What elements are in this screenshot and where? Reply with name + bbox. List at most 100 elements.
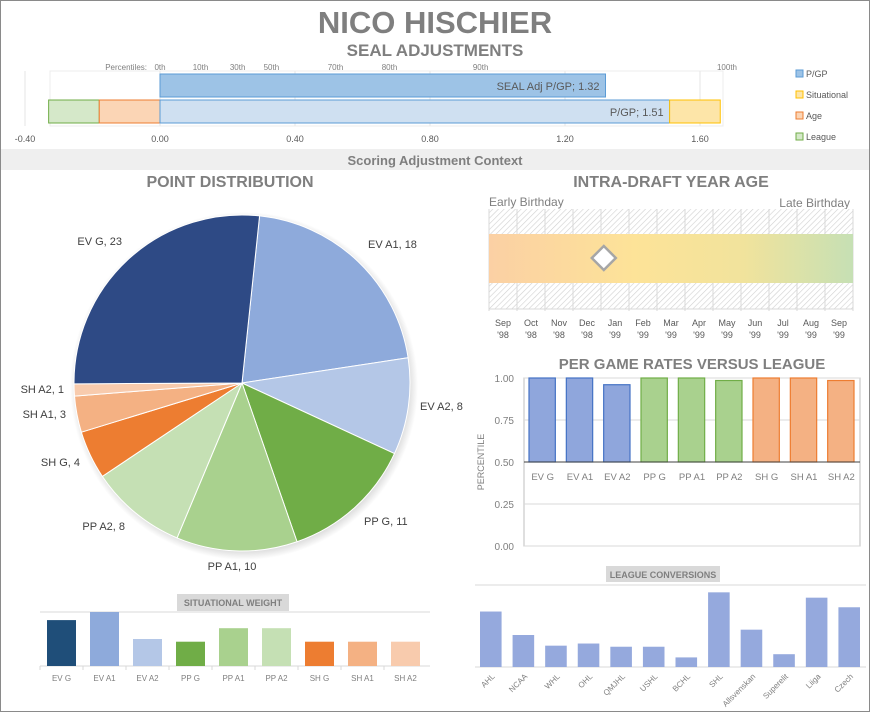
legend-swatch xyxy=(795,90,804,99)
early-birthday-label: Early Birthday xyxy=(489,195,564,209)
percentile-bar xyxy=(603,384,631,463)
pie-data-label: EV A2, 8 xyxy=(420,401,463,413)
pie-data-label: EV G, 23 xyxy=(77,236,122,248)
x-tick-label: PP G xyxy=(643,472,666,483)
situational-weight-bar xyxy=(219,628,248,666)
month-label: Apr xyxy=(692,318,706,328)
percentile-label: 100th xyxy=(717,63,737,72)
percentile-label: 50th xyxy=(264,63,280,72)
x-tick-label: 1.60 xyxy=(691,134,709,144)
league-conversion-bar xyxy=(545,645,567,667)
percentile-bar xyxy=(677,377,706,463)
league-conversion-bar xyxy=(610,646,632,667)
month-label: Aug xyxy=(803,318,819,328)
situational-weight-chart: SITUATIONAL WEIGHT EV G EV A1 EV A2 PP G PP A… xyxy=(39,594,430,683)
legend-swatch xyxy=(795,69,804,78)
year-label: '99 xyxy=(805,330,817,340)
pie-data-label: PP A2, 8 xyxy=(82,521,125,533)
x-tick-label: 0.80 xyxy=(421,134,439,144)
month-label: Sep xyxy=(495,318,511,328)
y-tick-label: 0.50 xyxy=(495,458,515,469)
month-label: Mar xyxy=(663,318,679,328)
seal-adjustments-chart: Percentiles: 0th 10th 30th 50th 70th 80th 90th 1… xyxy=(15,63,848,144)
y-axis-title: PERCENTILE xyxy=(476,434,486,491)
x-tick-label: WHL xyxy=(543,672,562,691)
x-tick-label: Superelit xyxy=(761,672,790,701)
league-conversions-title-box xyxy=(606,566,720,582)
pie-slice-pp-a1 xyxy=(176,381,298,552)
legend-label: P/GP xyxy=(806,69,828,79)
percentile-bar xyxy=(715,379,743,463)
month-label: Nov xyxy=(551,318,568,328)
year-label: '99 xyxy=(721,330,733,340)
month-label: May xyxy=(718,318,736,328)
percentile-bar xyxy=(789,377,818,463)
league-conversion-bar xyxy=(675,657,698,667)
x-tick-label: 0.40 xyxy=(286,134,304,144)
year-label: '99 xyxy=(777,330,789,340)
situational-weight-bar xyxy=(90,612,119,666)
pie-slice-ev-a2 xyxy=(240,357,411,455)
league-conversion-bar xyxy=(577,643,600,667)
x-tick-label: PP A1 xyxy=(222,674,245,683)
pie-data-label: PP A1, 10 xyxy=(208,561,257,573)
pie-data-label: SH A2, 1 xyxy=(21,384,64,396)
x-tick-label: NCAA xyxy=(507,672,530,695)
x-tick-label: PP A1 xyxy=(679,472,705,483)
x-tick-label: EV A1 xyxy=(567,472,593,483)
x-tick-label: Allsvenskan xyxy=(721,672,758,709)
x-tick-label: EV A2 xyxy=(136,674,159,683)
context-banner-text: Scoring Adjustment Context xyxy=(347,153,523,168)
late-birthday-label: Late Birthday xyxy=(779,196,850,210)
month-label: Feb xyxy=(635,318,651,328)
league-conversion-bar xyxy=(805,597,828,667)
x-tick-label: Czech xyxy=(833,672,855,694)
situational-weight-bar xyxy=(176,641,205,666)
situational-weight-bar xyxy=(348,641,377,666)
year-label: '98 xyxy=(525,330,537,340)
x-tick-label: BCHL xyxy=(671,672,693,694)
league-conversion-bar xyxy=(642,646,665,667)
y-tick-label: 1.00 xyxy=(495,374,515,385)
pie-title: POINT DISTRIBUTION xyxy=(146,174,313,191)
x-tick-label: SH A1 xyxy=(791,472,818,483)
percentile-bar xyxy=(565,377,594,463)
per-game-rates-chart: 0.00 0.25 0.50 0.75 1.00 PERCENTILE EV G EV A1 E… xyxy=(476,374,861,553)
pie-data-label: PP G, 11 xyxy=(364,516,408,528)
intra-draft-year-age-chart: Early Birthday Late Birthday Sep '98 Oct '98 N… xyxy=(488,195,854,340)
x-tick-label: -0.40 xyxy=(15,134,36,144)
league-conversion-bar xyxy=(708,592,730,667)
x-tick-label: PP G xyxy=(181,674,200,683)
x-tick-label: EV G xyxy=(52,674,71,683)
page-subtitle: SEAL ADJUSTMENTS xyxy=(347,41,524,60)
age-title: INTRA-DRAFT YEAR AGE xyxy=(573,174,769,191)
percentile-bar xyxy=(640,377,668,463)
year-label: '99 xyxy=(693,330,705,340)
year-label: '99 xyxy=(609,330,621,340)
percentile-label: 0th xyxy=(154,63,165,72)
y-tick-label: 0.75 xyxy=(495,416,515,427)
x-tick-label: QMJHL xyxy=(601,672,627,698)
situational-weight-title: SITUATIONAL WEIGHT xyxy=(184,598,283,608)
situational-weight-bar xyxy=(262,628,291,666)
x-tick-label: PP A2 xyxy=(716,472,742,483)
league-conversion-bar xyxy=(773,654,795,667)
percentiles-label: Percentiles: xyxy=(105,63,147,72)
year-label: '98 xyxy=(497,330,509,340)
x-tick-label: 0.00 xyxy=(151,134,169,144)
percentile-bar xyxy=(752,377,780,463)
x-tick-label: OHL xyxy=(576,672,594,690)
x-tick-label: 1.20 xyxy=(556,134,574,144)
x-tick-label: USHL xyxy=(638,672,660,694)
league-conversion-bar xyxy=(740,629,763,667)
league-adjustment-bar xyxy=(48,99,100,124)
y-tick-label: 0.00 xyxy=(495,542,515,553)
age-gradient-band xyxy=(489,234,853,283)
birthday-marker xyxy=(590,244,618,272)
x-tick-label: SH G xyxy=(755,472,778,483)
x-tick-label: SH A1 xyxy=(351,674,374,683)
x-tick-label: AHL xyxy=(479,672,497,690)
context-banner xyxy=(1,149,869,170)
x-tick-label: Liiga xyxy=(804,672,823,691)
month-label: Dec xyxy=(579,318,596,328)
